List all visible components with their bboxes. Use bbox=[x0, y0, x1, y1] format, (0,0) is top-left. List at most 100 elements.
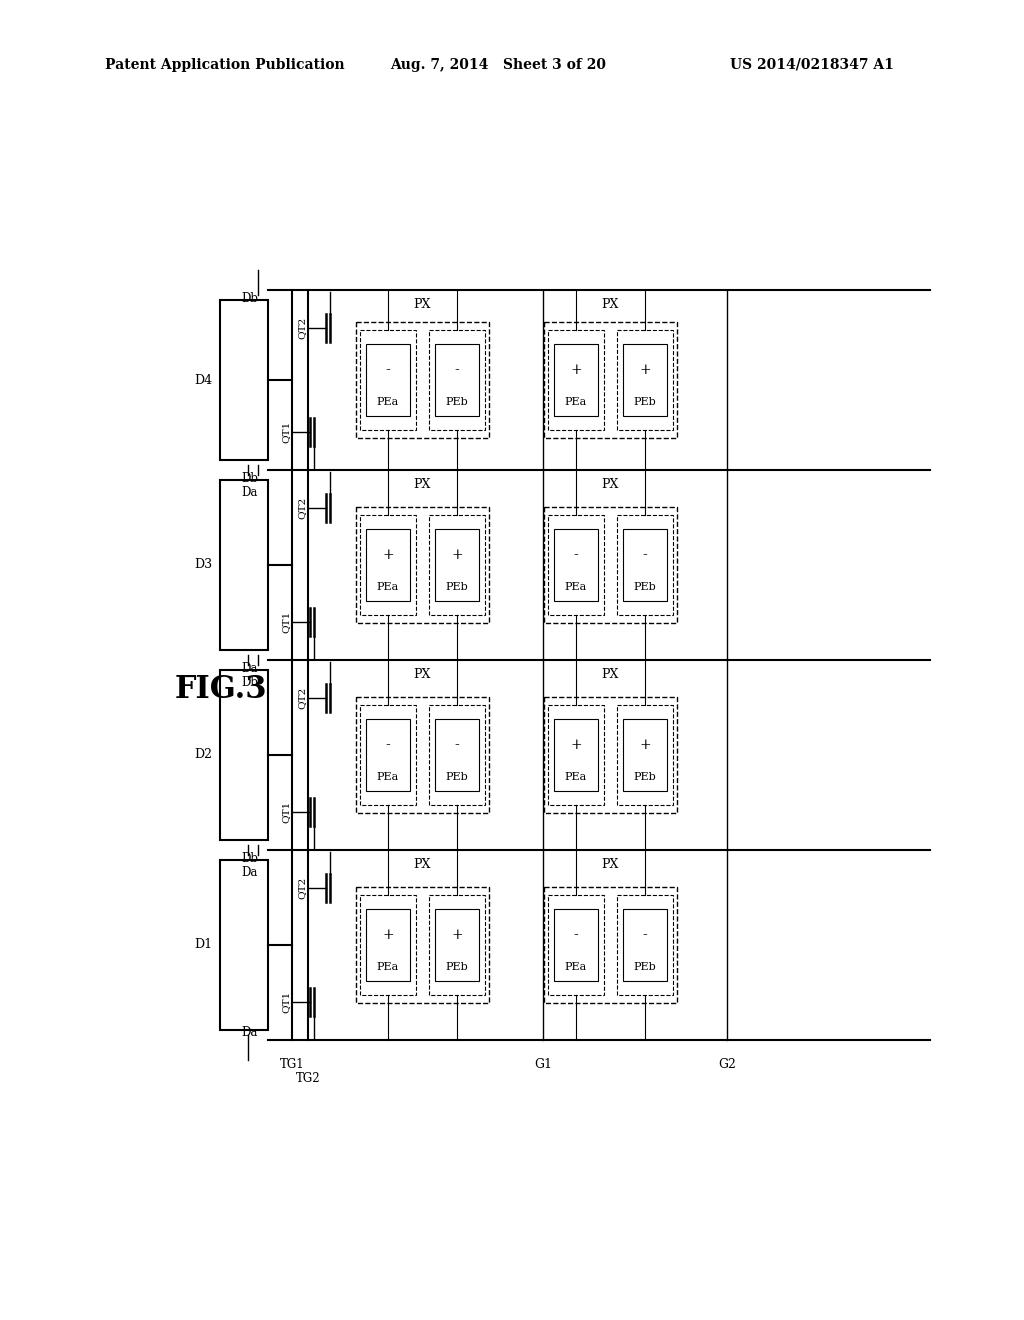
Text: QT1: QT1 bbox=[281, 421, 290, 444]
Bar bbox=[623, 345, 667, 416]
Bar bbox=[360, 895, 416, 995]
Text: PEa: PEa bbox=[565, 397, 587, 407]
Bar bbox=[429, 330, 485, 430]
Bar bbox=[435, 529, 479, 601]
Bar bbox=[544, 887, 677, 1003]
Bar bbox=[220, 671, 268, 840]
Bar bbox=[544, 697, 677, 813]
Text: PEa: PEa bbox=[377, 397, 399, 407]
Text: PEb: PEb bbox=[445, 962, 468, 972]
Bar bbox=[366, 719, 410, 791]
Text: -: - bbox=[573, 928, 579, 942]
Bar bbox=[435, 909, 479, 981]
Text: Patent Application Publication: Patent Application Publication bbox=[105, 58, 345, 73]
Text: Db: Db bbox=[241, 851, 258, 865]
Text: FIG.3: FIG.3 bbox=[175, 675, 267, 705]
Bar bbox=[623, 529, 667, 601]
Bar bbox=[366, 529, 410, 601]
Bar bbox=[360, 515, 416, 615]
Text: +: + bbox=[570, 363, 582, 378]
Text: -: - bbox=[643, 928, 647, 942]
Text: +: + bbox=[570, 738, 582, 752]
Bar bbox=[554, 909, 598, 981]
Bar bbox=[360, 705, 416, 805]
Bar bbox=[623, 719, 667, 791]
Text: -: - bbox=[455, 363, 460, 378]
Text: Da: Da bbox=[242, 661, 258, 675]
Bar bbox=[366, 909, 410, 981]
Text: PEb: PEb bbox=[634, 397, 656, 407]
Text: D4: D4 bbox=[194, 374, 212, 387]
Text: Da: Da bbox=[242, 866, 258, 879]
Text: PX: PX bbox=[414, 297, 431, 310]
Text: PX: PX bbox=[414, 858, 431, 870]
Bar bbox=[548, 330, 604, 430]
Text: +: + bbox=[639, 738, 651, 752]
Bar bbox=[548, 895, 604, 995]
Text: -: - bbox=[455, 738, 460, 752]
Bar bbox=[360, 330, 416, 430]
Bar bbox=[356, 887, 489, 1003]
Text: -: - bbox=[386, 363, 390, 378]
Text: +: + bbox=[382, 928, 394, 942]
Bar bbox=[366, 345, 410, 416]
Text: PX: PX bbox=[601, 858, 618, 870]
Bar bbox=[429, 895, 485, 995]
Text: -: - bbox=[643, 548, 647, 562]
Text: PEb: PEb bbox=[445, 582, 468, 591]
Text: Db: Db bbox=[241, 471, 258, 484]
Bar bbox=[623, 909, 667, 981]
Text: D3: D3 bbox=[194, 558, 212, 572]
Text: PEa: PEa bbox=[565, 772, 587, 781]
Text: G1: G1 bbox=[534, 1059, 552, 1071]
Text: PEb: PEb bbox=[445, 772, 468, 781]
Text: QT1: QT1 bbox=[281, 801, 290, 824]
Text: TG1: TG1 bbox=[280, 1059, 304, 1071]
Text: US 2014/0218347 A1: US 2014/0218347 A1 bbox=[730, 58, 894, 73]
Text: PEb: PEb bbox=[634, 582, 656, 591]
Text: QT2: QT2 bbox=[297, 876, 306, 899]
Text: PEb: PEb bbox=[445, 397, 468, 407]
Text: -: - bbox=[573, 548, 579, 562]
Bar bbox=[429, 705, 485, 805]
Bar bbox=[356, 697, 489, 813]
Text: PEb: PEb bbox=[634, 962, 656, 972]
Bar bbox=[220, 300, 268, 459]
Text: QT2: QT2 bbox=[297, 496, 306, 519]
Bar bbox=[548, 515, 604, 615]
Text: QT2: QT2 bbox=[297, 686, 306, 709]
Bar bbox=[544, 322, 677, 438]
Text: TG2: TG2 bbox=[296, 1072, 321, 1085]
Bar bbox=[617, 705, 673, 805]
Text: G2: G2 bbox=[718, 1059, 736, 1071]
Text: PX: PX bbox=[601, 668, 618, 681]
Bar bbox=[220, 861, 268, 1030]
Bar bbox=[435, 345, 479, 416]
Text: +: + bbox=[382, 548, 394, 562]
Bar bbox=[429, 515, 485, 615]
Text: D2: D2 bbox=[194, 748, 212, 762]
Text: -: - bbox=[386, 738, 390, 752]
Bar bbox=[617, 330, 673, 430]
Text: PX: PX bbox=[601, 297, 618, 310]
Bar bbox=[220, 480, 268, 649]
Text: PEa: PEa bbox=[565, 962, 587, 972]
Text: +: + bbox=[452, 928, 463, 942]
Bar bbox=[554, 345, 598, 416]
Text: Db: Db bbox=[241, 292, 258, 305]
Text: PEa: PEa bbox=[565, 582, 587, 591]
Text: PEa: PEa bbox=[377, 962, 399, 972]
Text: Da: Da bbox=[242, 486, 258, 499]
Text: QT2: QT2 bbox=[297, 317, 306, 339]
Text: D1: D1 bbox=[194, 939, 212, 952]
Text: PX: PX bbox=[414, 668, 431, 681]
Text: PEa: PEa bbox=[377, 582, 399, 591]
Text: Da: Da bbox=[242, 1026, 258, 1039]
Bar bbox=[544, 507, 677, 623]
Bar bbox=[356, 322, 489, 438]
Bar bbox=[548, 705, 604, 805]
Bar bbox=[435, 719, 479, 791]
Text: Aug. 7, 2014   Sheet 3 of 20: Aug. 7, 2014 Sheet 3 of 20 bbox=[390, 58, 606, 73]
Bar bbox=[554, 529, 598, 601]
Text: PX: PX bbox=[601, 478, 618, 491]
